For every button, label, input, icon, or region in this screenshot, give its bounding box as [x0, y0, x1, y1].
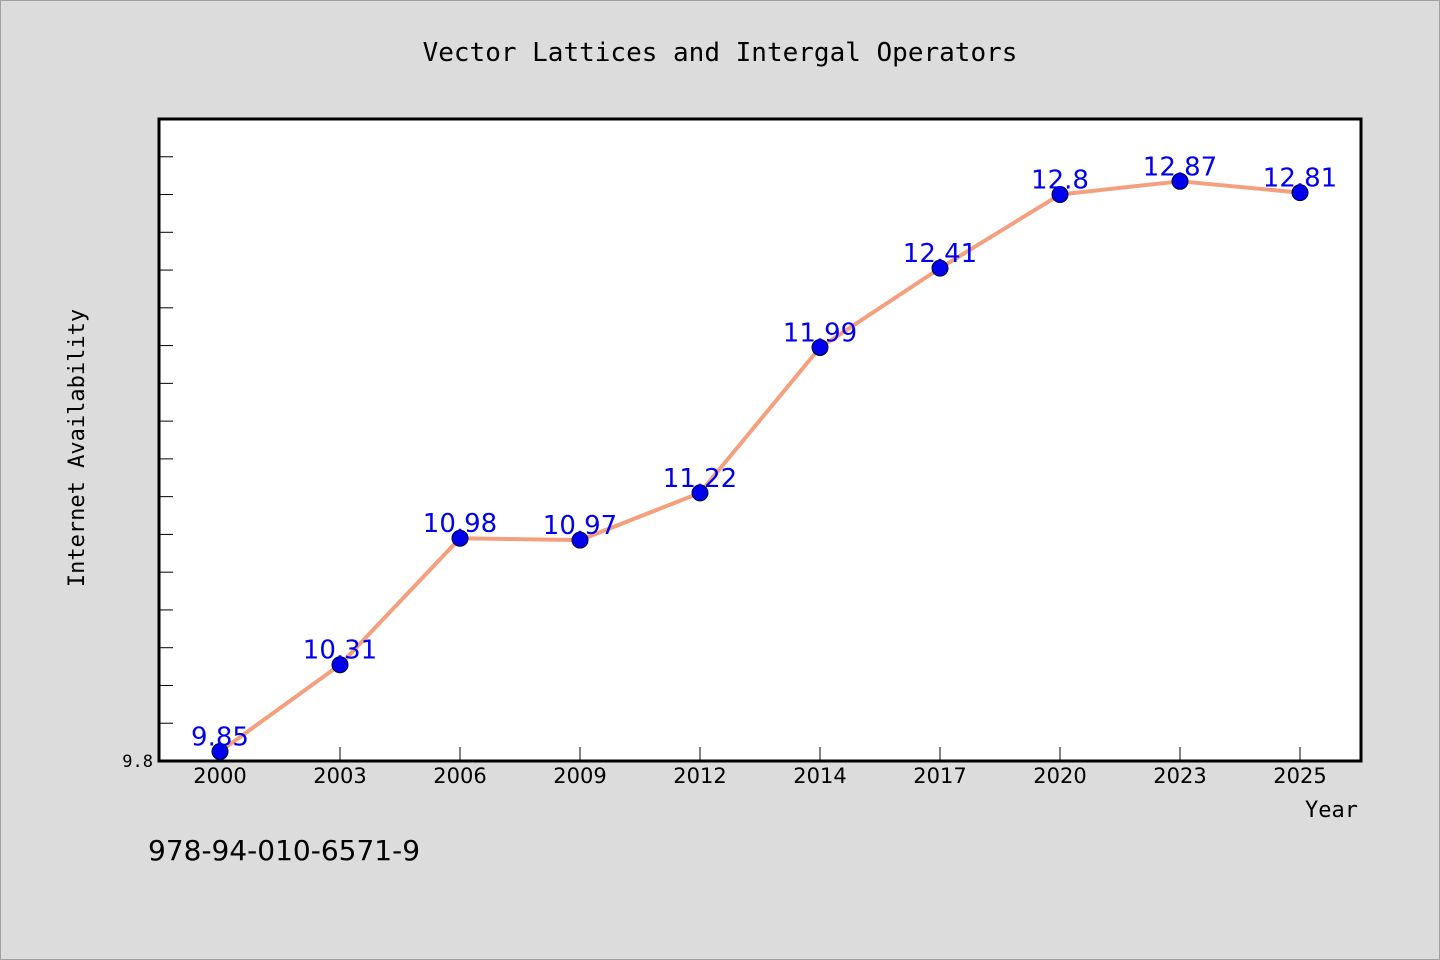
series-line-0: [218, 179, 1301, 754]
data-label-2006: 10.98: [423, 509, 497, 539]
x-tick-label-2003: 2003: [313, 764, 366, 788]
data-point-2012: [691, 484, 709, 502]
x-tick-label-2012: 2012: [673, 764, 726, 788]
data-label-2000: 9.85: [191, 723, 249, 753]
x-tick-label-2025: 2025: [1273, 764, 1326, 788]
data-label-2014: 11.99: [783, 318, 857, 348]
x-tick-label-2020: 2020: [1033, 764, 1086, 788]
data-point-2017: [931, 259, 949, 277]
data-label-2009: 10.97: [543, 511, 617, 541]
data-label-2020: 12.8: [1031, 166, 1089, 196]
x-tick-label-2017: 2017: [913, 764, 966, 788]
x-tick-label-2006: 2006: [433, 764, 486, 788]
plot-area: [157, 117, 1363, 763]
x-tick-label-2009: 2009: [553, 764, 606, 788]
data-point-2025: [1291, 184, 1309, 202]
data-point-2000: [211, 743, 229, 761]
data-labels: 9.85 10.31 10.98 10.97 11.22 11.99 12.41 12.8 12…: [191, 152, 1337, 752]
y-axis-label: Internet Availability: [65, 309, 90, 587]
x-tick-label-2023: 2023: [1153, 764, 1206, 788]
data-point-2014: [811, 338, 829, 356]
y-tick-label-min: 9.8: [122, 752, 153, 772]
series-group: [211, 172, 1309, 761]
chart-title: Vector Lattices and Intergal Operators: [423, 38, 1018, 68]
y-axis-ticks: [159, 118, 173, 762]
data-label-2003: 10.31: [303, 636, 377, 666]
data-point-2003: [331, 656, 349, 674]
x-tick-label-2014: 2014: [793, 764, 846, 788]
data-label-2023: 12.87: [1143, 152, 1217, 182]
data-label-2017: 12.41: [903, 239, 977, 269]
data-point-2006: [451, 529, 469, 547]
data-point-2020: [1051, 186, 1069, 204]
isbn-text: 978-94-010-6571-9: [148, 834, 421, 867]
x-axis-ticks: 2000 2003 2006 2009 2012 2014 2017 2020 2023 2025: [193, 747, 1327, 788]
data-label-2025: 12.81: [1263, 164, 1337, 194]
data-point-2009: [571, 531, 589, 549]
x-tick-label-2000: 2000: [193, 764, 246, 788]
data-point-2023: [1171, 172, 1189, 190]
x-axis-label: Year: [1305, 798, 1358, 823]
data-label-2012: 11.22: [663, 464, 737, 494]
